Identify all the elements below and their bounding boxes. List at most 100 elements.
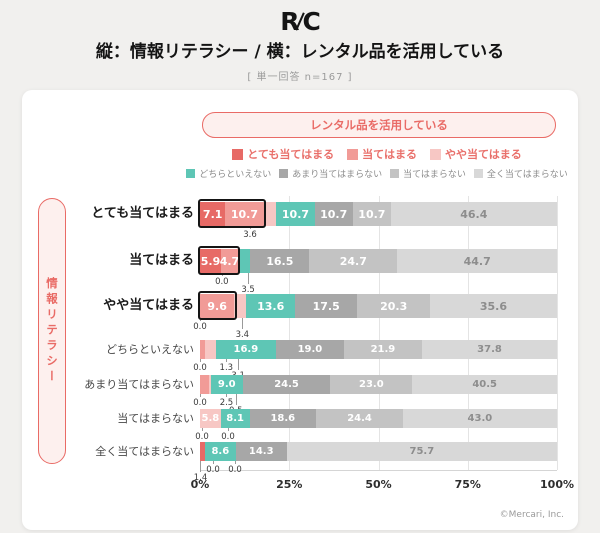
- legend-item: 当てはまらない: [390, 167, 466, 180]
- value-annotation: 0.0: [195, 432, 209, 442]
- row-label: あまり当てはまらない: [84, 378, 194, 391]
- bar-segment: 16.5: [250, 249, 310, 273]
- value-annotation: 3.5: [241, 285, 255, 295]
- header: R C 縦：情報リテラシー / 横：レンタル品を活用している [ 単一回答 n=…: [0, 6, 600, 84]
- bar-segment-label: 19.0: [297, 344, 323, 355]
- bar-segment: 8.1: [220, 409, 250, 428]
- annotation-leader: [212, 461, 214, 464]
- bar-segment: 8.6: [204, 442, 236, 461]
- bar-segment-label: 43.0: [467, 413, 493, 424]
- value-annotation: 3.4: [235, 330, 250, 340]
- bar-segment: 7.1: [200, 202, 226, 226]
- rc-logo: R C: [0, 6, 600, 36]
- annotation-leader: [249, 226, 251, 229]
- legend-row-agree: とても当てはまる 当てはまる やや当てはまる: [194, 146, 560, 162]
- annotation-leader: [226, 394, 228, 397]
- bar-segment-label: 8.1: [226, 413, 245, 424]
- annotation-leader: [221, 273, 223, 276]
- legend-item: どちらといえない: [186, 167, 271, 180]
- bar-segment: [200, 375, 209, 394]
- annotation-leader: [242, 318, 244, 329]
- legend-swatch: [390, 169, 400, 178]
- survey-note: [ 単一回答 n=167 ]: [247, 72, 353, 83]
- bar-segment-label: 4.7: [219, 254, 240, 268]
- bar-segment: 19.0: [276, 340, 344, 359]
- bar-segment-label: 5.9: [200, 254, 221, 268]
- bar-segment: 10.7: [276, 202, 315, 226]
- row-label: 当てはまる: [129, 253, 194, 268]
- bar-segment-label: 20.3: [380, 299, 408, 313]
- bar-segment-label: 10.7: [281, 207, 310, 221]
- legend-label: あまり当てはまらない: [292, 170, 383, 180]
- bar-segment: 20.3: [357, 294, 430, 318]
- bar-segment: 5.9: [200, 249, 222, 273]
- grid-line: [378, 196, 380, 470]
- row-axis-title-box: 情報リテラシー: [38, 198, 66, 464]
- rc-logo-r: R: [280, 6, 299, 36]
- legend-item: あまり当てはまらない: [279, 167, 382, 180]
- bar-segment: 46.4: [390, 202, 557, 226]
- bar-segment: 21.9: [343, 340, 423, 359]
- chart-card: レンタル品を活用している とても当てはまる 当てはまる やや当てはまる どちらといえ…: [22, 90, 578, 530]
- x-tick-label: 50%: [365, 478, 392, 491]
- x-tick-label: 75%: [454, 478, 481, 491]
- legend-row-other: どちらといえない あまり当てはまらない 当てはまらない 全く当てはまらない: [186, 167, 568, 180]
- value-annotation: 0.0: [206, 465, 220, 475]
- bar-segment: 35.6: [429, 294, 557, 318]
- bar-segment-label: 23.0: [359, 379, 384, 390]
- legend-swatch: [186, 169, 196, 178]
- value-annotation: 0.0: [228, 465, 242, 475]
- grid-line: [467, 196, 469, 470]
- bar-segment-label: 9.0: [217, 379, 236, 390]
- x-tick-label: 100%: [540, 478, 574, 491]
- bar-segment: 37.8: [422, 340, 557, 359]
- value-annotation: 3.6: [243, 230, 257, 240]
- bar-segment-label: 37.8: [477, 344, 502, 355]
- value-annotation: 1.3: [219, 363, 234, 373]
- grid-line: [557, 196, 558, 470]
- bar-segment-label: 16.9: [233, 344, 259, 355]
- bar-segment-label: 35.6: [479, 299, 508, 313]
- value-annotation: 0.0: [221, 432, 235, 442]
- bar-segment: 44.7: [397, 249, 557, 273]
- rc-logo-c: C: [302, 6, 320, 36]
- bar-segment-label: 10.7: [320, 207, 348, 221]
- legend-label: やや当てはまる: [444, 148, 522, 161]
- value-annotation: 0.0: [193, 363, 207, 373]
- annotation-leader: [200, 394, 201, 397]
- copyright: ©Mercari, Inc.: [499, 510, 564, 520]
- value-annotation: 0.0: [215, 277, 229, 287]
- legend-swatch: [232, 148, 244, 160]
- legend-item: とても当てはまる: [232, 146, 334, 162]
- bar-segment-label: 75.7: [409, 446, 435, 457]
- bar-segment: [200, 340, 205, 359]
- bar-segment-label: 46.4: [460, 207, 488, 221]
- bar-segment-label: 13.6: [257, 299, 285, 313]
- bar-segment-label: 16.5: [266, 254, 294, 268]
- bar-segment-label: 9.6: [207, 299, 227, 313]
- bar-segment: 18.6: [249, 409, 316, 428]
- legend-label: 全く当てはまらない: [486, 170, 568, 180]
- bar-segment-label: 17.5: [312, 299, 340, 313]
- legend-swatch: [279, 169, 289, 178]
- bar-segment-label: 24.5: [274, 379, 299, 390]
- legend-label: 当てはまる: [362, 148, 417, 161]
- bar-segment-label: 21.9: [370, 344, 396, 355]
- bar-segment-label: 5.8: [201, 413, 220, 424]
- annotation-leader: [234, 461, 236, 464]
- value-annotation: 0.0: [193, 398, 207, 408]
- row-label: 当てはまらない: [117, 412, 194, 425]
- bar-segment: 16.9: [215, 340, 277, 359]
- bar-segment: 75.7: [286, 442, 557, 461]
- annotation-leader: [226, 359, 228, 362]
- bar-segment: [200, 442, 205, 461]
- legend-swatch: [429, 148, 441, 160]
- bar-segment: [204, 340, 216, 359]
- x-tick-label: 25%: [276, 478, 303, 491]
- bar-segment: 13.6: [246, 294, 295, 318]
- row-label: やや当てはまる: [103, 298, 194, 313]
- bar-segment: [237, 249, 251, 273]
- bar-segment: 10.7: [225, 202, 264, 226]
- annotation-leader: [228, 428, 229, 431]
